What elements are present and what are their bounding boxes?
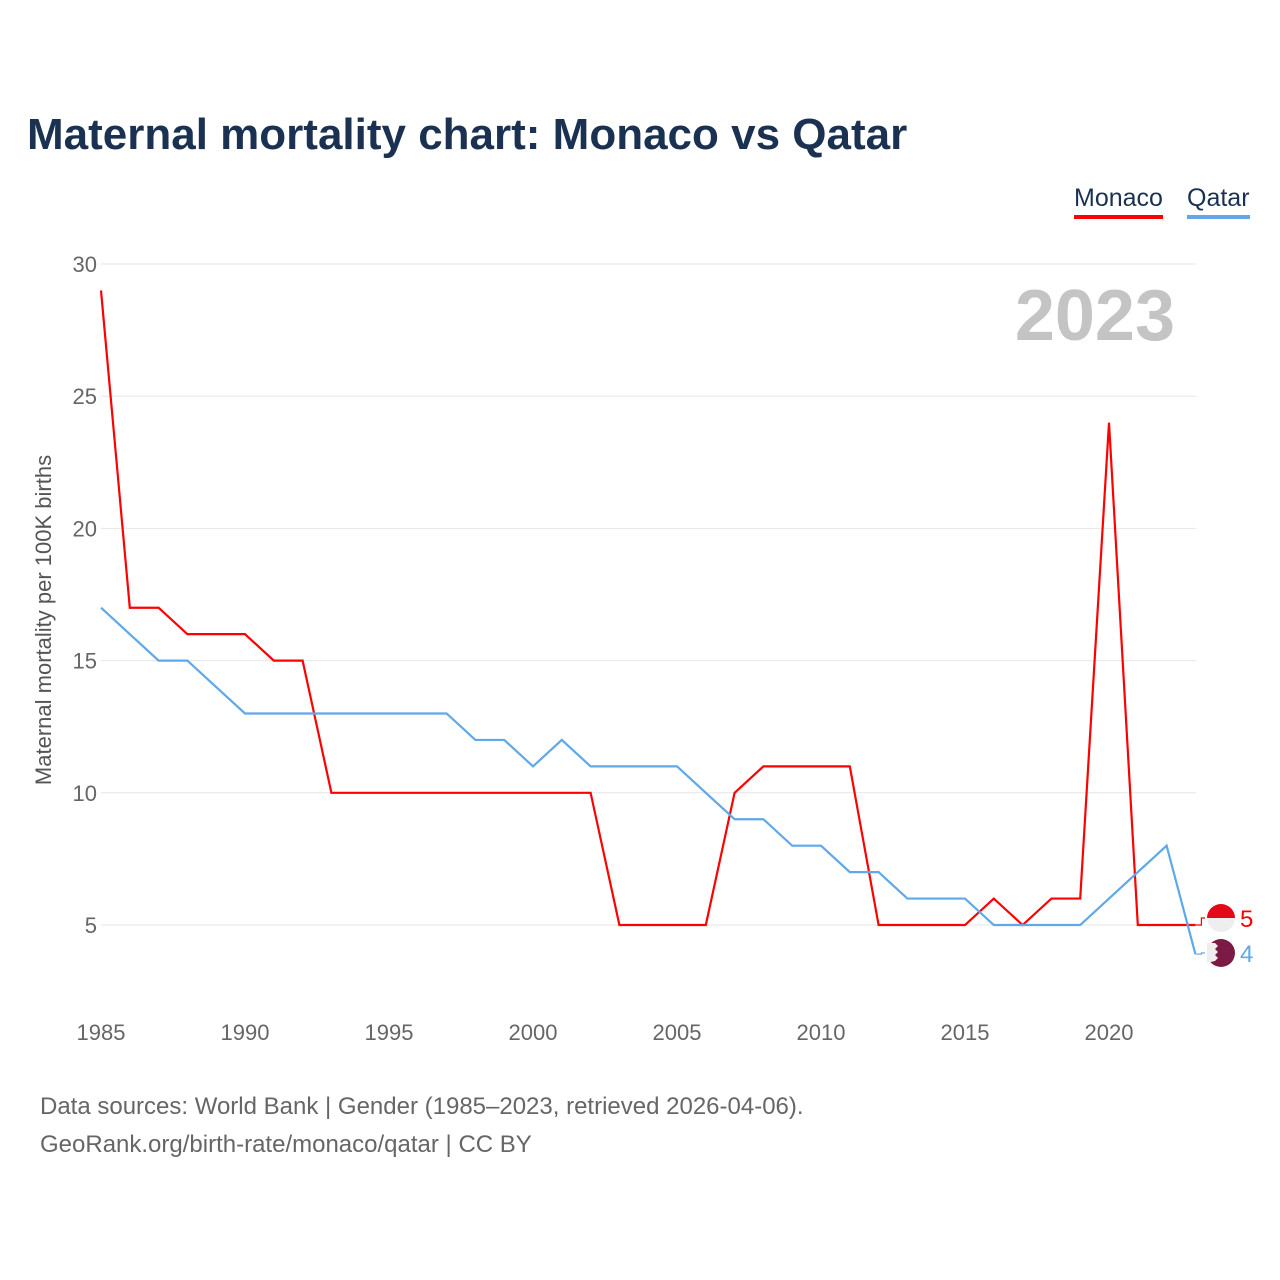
source-line-2: GeoRank.org/birth-rate/monaco/qatar | CC… xyxy=(40,1131,532,1158)
y-tick-label: 20 xyxy=(73,516,97,541)
series-line-qatar xyxy=(100,606,1197,955)
series-line-monaco xyxy=(99,290,1196,927)
y-tick-label: 10 xyxy=(73,781,97,806)
qatar-flag-serration xyxy=(1207,943,1218,963)
y-tick-label: 5 xyxy=(85,913,97,938)
x-tick-label: 2000 xyxy=(509,1020,558,1045)
x-tick-label: 1985 xyxy=(77,1020,126,1045)
legend-monaco[interactable]: Monaco xyxy=(1074,184,1163,219)
monaco-flag-icon-lower xyxy=(1207,918,1235,932)
end-connector xyxy=(1195,917,1205,926)
x-tick-label: 2005 xyxy=(653,1020,702,1045)
monaco-flag-icon xyxy=(1207,904,1235,918)
end-value-label: 5 xyxy=(1240,906,1253,933)
end-value-label: 4 xyxy=(1240,941,1253,968)
y-tick-label: 25 xyxy=(73,384,97,409)
x-tick-label: 2015 xyxy=(941,1020,990,1045)
chart-title: Maternal mortality chart: Monaco vs Qata… xyxy=(27,110,908,159)
source-note: Data sources: World Bank | Gender (1985–… xyxy=(40,1088,804,1164)
x-tick-label: 1995 xyxy=(365,1020,414,1045)
y-tick-label: 15 xyxy=(73,649,97,674)
y-tick-label: 30 xyxy=(73,252,97,277)
x-tick-label: 1990 xyxy=(221,1020,270,1045)
legend-qatar[interactable]: Qatar xyxy=(1187,184,1250,219)
x-tick-label: 2020 xyxy=(1085,1020,1134,1045)
source-line-1: Data sources: World Bank | Gender (1985–… xyxy=(40,1093,804,1120)
x-tick-label: 2010 xyxy=(797,1020,846,1045)
y-axis-label: Maternal mortality per 100K births xyxy=(31,455,56,785)
end-connector xyxy=(1195,952,1205,955)
year-label: 2023 xyxy=(1015,276,1175,356)
